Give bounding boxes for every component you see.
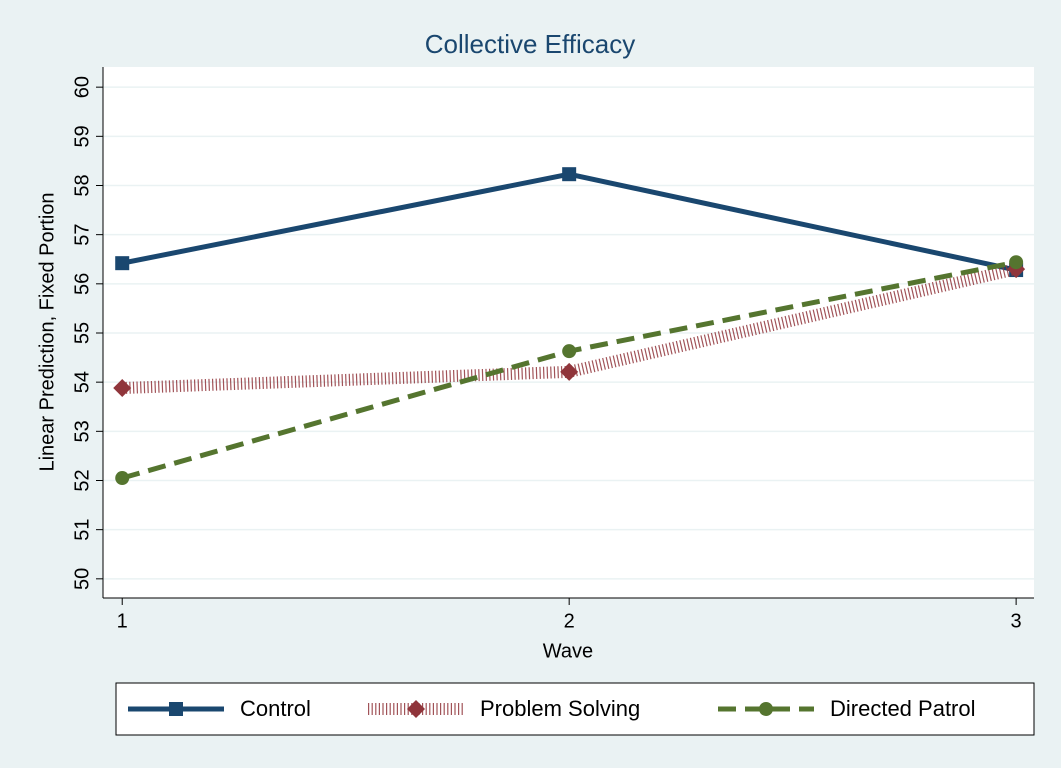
x-axis-label: Wave (543, 640, 593, 662)
y-axis-label: Linear Prediction, Fixed Portion (36, 192, 58, 471)
legend-label: Problem Solving (480, 696, 640, 721)
marker (560, 362, 579, 381)
marker (115, 256, 130, 271)
legend-label: Directed Patrol (830, 696, 976, 721)
y-tick-label: 59 (71, 125, 93, 147)
y-tick-label: 57 (71, 224, 93, 246)
marker (562, 344, 577, 359)
marker (115, 471, 130, 486)
x-tick-label: 3 (1011, 610, 1022, 632)
marker (113, 379, 132, 398)
y-tick-label: 54 (71, 371, 93, 393)
x-tick-label: 1 (117, 610, 128, 632)
y-tick-label: 53 (71, 420, 93, 442)
y-tick-label: 55 (71, 322, 93, 344)
marker (1009, 255, 1024, 270)
x-tick-label: 2 (564, 610, 575, 632)
marker (407, 700, 425, 718)
y-tick-label: 56 (71, 273, 93, 295)
marker (759, 702, 773, 716)
y-tick-label: 58 (71, 174, 93, 196)
marker (562, 167, 577, 182)
marker (169, 702, 183, 716)
legend-label: Control (240, 696, 311, 721)
chart-title: Collective Efficacy (425, 29, 636, 59)
y-tick-label: 51 (71, 519, 93, 541)
legend (115, 682, 1035, 736)
y-tick-label: 60 (71, 76, 93, 98)
y-tick-label: 52 (71, 469, 93, 491)
y-tick-label: 50 (71, 568, 93, 590)
